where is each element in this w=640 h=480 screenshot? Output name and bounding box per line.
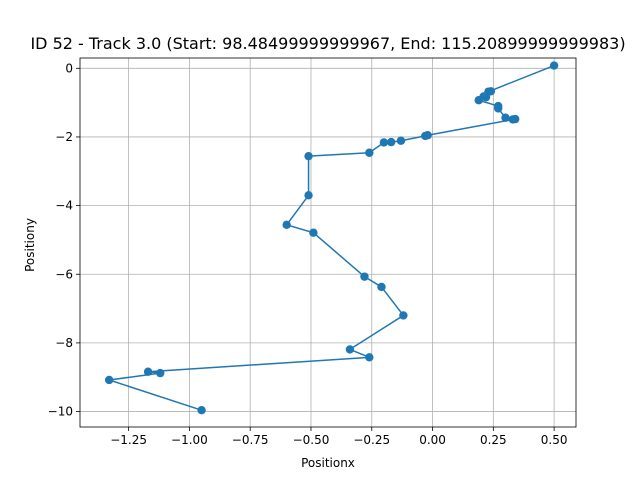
data-point	[309, 228, 318, 237]
data-point	[421, 131, 430, 141]
data-point	[396, 136, 406, 145]
y-tick-label: −4	[55, 199, 73, 213]
y-tick-label: −6	[55, 267, 73, 281]
x-axis-label: Positionx	[301, 456, 355, 470]
y-tick-label: −10	[48, 405, 73, 419]
x-tick-label: −1.25	[110, 433, 147, 447]
data-point	[365, 148, 374, 157]
data-point	[493, 104, 503, 113]
data-point	[345, 345, 355, 354]
x-tick-label: −0.75	[232, 433, 269, 447]
data-point	[511, 114, 520, 124]
data-point	[474, 96, 483, 105]
data-point	[104, 375, 114, 385]
data-point	[360, 272, 369, 281]
data-point	[387, 137, 396, 147]
data-point	[282, 220, 291, 230]
plot-area: −1.25 −1.00 −0.75 −0.50 −0.25 0.00 0.25 0.50 0 −2…	[48, 57, 577, 447]
x-tick-label: 0.00	[419, 433, 446, 447]
data-point	[365, 353, 374, 362]
data-point	[481, 92, 491, 102]
x-tick-label: 0.25	[480, 433, 507, 447]
tick-layer: −1.25 −1.00 −0.75 −0.50 −0.25 0.00 0.25 0.50 0 −2…	[48, 61, 568, 447]
data-point	[143, 367, 153, 376]
data-point	[399, 311, 408, 320]
data-point	[304, 191, 313, 200]
data-point	[304, 151, 313, 161]
y-tick-label: −2	[55, 130, 73, 144]
x-tick-label: 0.50	[541, 433, 568, 447]
y-tick-label: −8	[55, 336, 73, 350]
series-layer	[104, 61, 559, 415]
data-point	[156, 368, 165, 378]
y-tick-label: 0	[65, 61, 73, 75]
axes-frame	[79, 57, 577, 428]
chart-title: ID 52 - Track 3.0 (Start: 98.48499999999…	[30, 34, 625, 53]
data-point	[379, 138, 389, 147]
y-axis-label: Positiony	[23, 218, 37, 272]
x-tick-label: −1.00	[171, 433, 208, 447]
data-point	[486, 87, 496, 96]
data-point	[197, 405, 206, 415]
x-tick-label: −0.50	[293, 433, 330, 447]
x-tick-label: −0.25	[353, 433, 390, 447]
grid-lines	[80, 58, 576, 427]
data-point	[377, 282, 386, 292]
data-point	[501, 113, 510, 122]
data-point	[549, 61, 559, 70]
